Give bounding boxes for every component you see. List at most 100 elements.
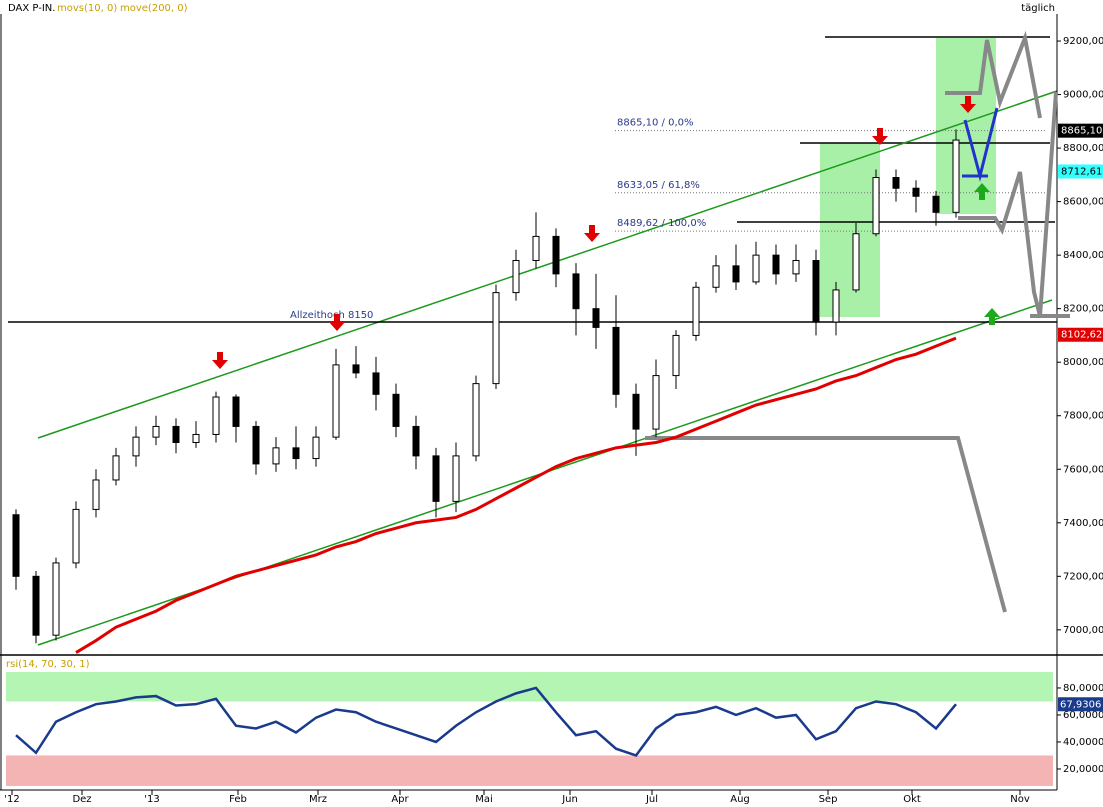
candle-body xyxy=(572,273,580,310)
candle-body xyxy=(112,455,120,481)
candle-body xyxy=(472,383,480,457)
y-tick-label: 7600,00 xyxy=(1063,464,1103,475)
price-label: 8865,10 xyxy=(1061,126,1102,137)
candle-body xyxy=(212,396,220,435)
rsi-line xyxy=(15,686,957,757)
price-label: 8712,61 xyxy=(1061,166,1102,177)
rsi-y-tick-label: 60,0000 xyxy=(1063,710,1103,721)
period: täglich xyxy=(1021,3,1055,14)
candle-body xyxy=(272,447,280,465)
candle-body xyxy=(92,479,100,510)
candle-body xyxy=(552,235,560,275)
candle-body xyxy=(712,265,720,288)
candle-body xyxy=(252,425,260,465)
x-tick-label: Aug xyxy=(730,794,750,805)
candle-body xyxy=(452,455,460,502)
candle-body xyxy=(132,436,140,457)
candle-body xyxy=(872,177,880,235)
candle-body xyxy=(692,286,700,336)
zone xyxy=(936,38,996,214)
candle-body xyxy=(812,259,820,323)
y-tick-label: 9000,00 xyxy=(1063,90,1103,101)
candle-body xyxy=(32,575,40,636)
moving-average xyxy=(75,336,957,654)
candle-body xyxy=(932,195,940,213)
candle-body xyxy=(412,425,420,457)
indicator: movs(10, 0) xyxy=(57,3,117,14)
x-tick-label: Feb xyxy=(229,794,247,805)
candle-body xyxy=(952,139,960,213)
candle-body xyxy=(732,265,740,283)
candle-body xyxy=(512,259,520,294)
x-tick-label: Nov xyxy=(1010,794,1030,805)
candle-body xyxy=(892,177,900,189)
rsi-y-tick-label: 20,0000 xyxy=(1063,764,1103,775)
x-tick-label: Okt xyxy=(903,794,921,805)
candle-body xyxy=(912,187,920,197)
rsi-label: rsi(14, 70, 30, 1) xyxy=(6,659,90,670)
x-tick-label: Dez xyxy=(72,794,91,805)
candle-body xyxy=(632,393,640,430)
y-tick-label: 7400,00 xyxy=(1063,518,1103,529)
candle-body xyxy=(592,308,600,328)
candle-body xyxy=(352,364,360,374)
fib-label: 8489,62 / 100,0% xyxy=(617,218,706,229)
fib-label: 8865,10 / 0,0% xyxy=(617,118,693,129)
candle-body xyxy=(12,514,20,577)
rsi-last-box xyxy=(1058,697,1103,712)
x-tick-label: '12 xyxy=(4,794,19,805)
y-tick-label: 8000,00 xyxy=(1063,357,1103,368)
candle-body xyxy=(612,326,620,395)
trend-channel xyxy=(37,90,1058,439)
candle-body xyxy=(832,289,840,323)
y-tick-label: 7200,00 xyxy=(1063,571,1103,582)
indicator: move(200, 0) xyxy=(120,3,188,14)
y-tick-label: 7800,00 xyxy=(1063,411,1103,422)
rsi-upper-zone xyxy=(6,672,1053,702)
x-tick-label: Apr xyxy=(391,794,409,805)
x-tick-label: Sep xyxy=(819,794,838,805)
candle-body xyxy=(172,425,180,443)
candle-body xyxy=(432,455,440,502)
rsi-last-label: 67,9306 xyxy=(1060,699,1101,710)
x-tick-label: Jul xyxy=(645,794,658,805)
candle-body xyxy=(312,436,320,460)
candle-body xyxy=(652,375,660,430)
candle-body xyxy=(192,433,200,443)
candle-body xyxy=(372,372,380,395)
level-label: Allzeithoch 8150 xyxy=(290,310,373,321)
price-label: 8102,62 xyxy=(1061,330,1102,341)
chart-title: DAX P-IN. xyxy=(8,3,55,14)
price-label-box xyxy=(1058,164,1103,179)
candle-body xyxy=(152,425,160,438)
zone xyxy=(820,143,880,317)
y-tick-label: 8200,00 xyxy=(1063,304,1103,315)
price-label-box xyxy=(1058,327,1103,342)
y-tick-label: 8800,00 xyxy=(1063,143,1103,154)
candle-body xyxy=(72,508,80,564)
candle-body xyxy=(672,334,680,377)
fib-label: 8633,05 / 61,8% xyxy=(617,180,700,191)
candle-body xyxy=(532,235,540,261)
rsi-y-tick-label: 40,0000 xyxy=(1063,737,1103,748)
rsi-lower-zone xyxy=(6,755,1053,786)
candle-body xyxy=(392,393,400,427)
candle-body xyxy=(332,364,340,438)
candle-body xyxy=(792,259,800,275)
y-tick-label: 8400,00 xyxy=(1063,250,1103,261)
rsi-y-tick-label: 80,0000 xyxy=(1063,683,1103,694)
x-tick-label: Mrz xyxy=(309,794,327,805)
x-tick-label: Jun xyxy=(561,794,578,805)
x-tick-label: '13 xyxy=(144,794,159,805)
candle-body xyxy=(52,562,60,636)
y-tick-label: 8600,00 xyxy=(1063,197,1103,208)
projection xyxy=(645,436,1007,613)
price-label-box xyxy=(1058,123,1103,138)
candle-body xyxy=(292,447,300,460)
candle-body xyxy=(752,254,760,283)
candle-body xyxy=(232,396,240,427)
candle-body xyxy=(492,292,500,385)
y-tick-label: 7000,00 xyxy=(1063,625,1103,636)
y-tick-label: 9200,00 xyxy=(1063,36,1103,47)
